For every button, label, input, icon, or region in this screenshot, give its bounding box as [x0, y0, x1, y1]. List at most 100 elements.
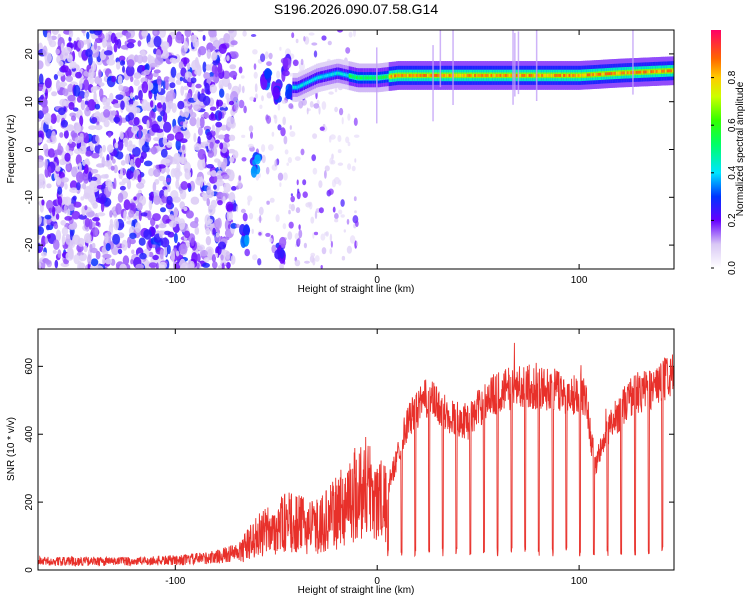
heatmap-ridge-cell: [468, 74, 472, 77]
heatmap-cell: [192, 38, 200, 48]
heatmap-cell: [125, 65, 135, 77]
heatmap-cell: [212, 60, 221, 66]
heatmap-ridge-cell: [534, 74, 538, 77]
heatmap-cell: [103, 109, 111, 118]
heatmap-cell: [125, 32, 132, 38]
heatmap-cell: [90, 143, 94, 151]
heatmap-cell: [69, 61, 77, 69]
heatmap-cell: [86, 106, 90, 112]
heatmap-ridge-cell: [365, 76, 369, 80]
heatmap-cell: [266, 200, 270, 205]
heatmap-cell: [271, 244, 277, 254]
heatmap-cell: [191, 59, 200, 71]
heatmap-cell: [110, 223, 114, 229]
heatmap-ridge-cell: [356, 76, 359, 79]
heatmap-cell: [269, 197, 275, 203]
heatmap-ridge-cell: [648, 70, 652, 74]
heatmap-cell: [66, 164, 71, 171]
heatmap-cell: [123, 96, 131, 102]
heatmap-cell: [261, 154, 266, 164]
heatmap-cell: [65, 75, 74, 83]
heatmap-cell: [198, 244, 205, 252]
heatmap-cell: [212, 261, 218, 269]
heatmap-cell: [211, 124, 215, 132]
heatmap-cell: [311, 42, 318, 46]
heatmap-cell: [119, 185, 126, 191]
heatmap-cell: [72, 195, 77, 201]
heatmap-ridge-cell: [314, 77, 318, 81]
heatmap-cell: [119, 263, 127, 269]
heatmap-ridge-cell: [623, 71, 627, 75]
heatmap-cell: [45, 260, 51, 265]
snr-ylabel: SNR (10 * v/v): [6, 417, 17, 481]
heatmap-cell: [140, 50, 146, 57]
heatmap-cell: [44, 158, 48, 170]
heatmap-cell: [68, 139, 73, 144]
heatmap-ridge-cell: [470, 74, 474, 77]
heatmap-ridge-cell: [528, 74, 532, 77]
heatmap-ridge-cell: [397, 74, 401, 77]
heatmap-cell: [353, 117, 358, 127]
heatmap-cell: [194, 226, 200, 235]
heatmap-cell: [178, 218, 186, 230]
heatmap-cell: [217, 241, 226, 250]
heatmap-cell: [92, 86, 101, 91]
heatmap-ridge-cell: [672, 69, 674, 73]
heatmap-cell: [79, 254, 84, 262]
heatmap-cell: [90, 169, 99, 174]
heatmap-cell: [94, 76, 103, 85]
heatmap-cell: [110, 32, 116, 44]
heatmap-cell: [221, 174, 230, 180]
heatmap-cell: [341, 255, 346, 261]
heatmap-cell: [47, 148, 56, 158]
heatmap-ridge-cell: [624, 71, 628, 75]
heatmap-ridge-cell: [643, 70, 647, 74]
heatmap-ridge-cell: [530, 74, 534, 77]
heatmap-cell: [54, 149, 63, 156]
heatmap-cell: [238, 99, 245, 109]
heatmap-cell: [113, 43, 118, 53]
heatmap-cell: [205, 189, 215, 198]
heatmap-cell: [66, 54, 73, 63]
heatmap-cell: [247, 143, 254, 148]
heatmap-cell: [202, 61, 207, 73]
heatmap-cell: [328, 91, 334, 95]
heatmap-ridge-cell: [592, 73, 596, 77]
heatmap-cell: [210, 170, 217, 177]
heatmap-ridge-cell: [655, 70, 659, 73]
heatmap-cell: [265, 166, 270, 175]
heatmap-ridge-cell: [666, 69, 670, 73]
heatmap-cell: [157, 115, 163, 122]
heatmap-ridge-cell: [457, 74, 461, 77]
heatmap-cell: [226, 210, 233, 222]
heatmap-cell: [208, 45, 216, 51]
heatmap-cell: [158, 230, 164, 239]
heatmap-cell: [230, 40, 238, 46]
heatmap-ridge-cell: [326, 73, 330, 77]
heatmap-cell: [220, 124, 228, 131]
heatmap-cell: [71, 71, 77, 78]
heatmap-ridge-cell: [368, 76, 372, 80]
heatmap-cell: [223, 182, 231, 193]
heatmap-cell: [277, 103, 281, 111]
heatmap-cell: [241, 157, 247, 162]
heatmap-cell: [173, 232, 178, 244]
heatmap-cell: [220, 254, 224, 261]
heatmap-cell: [109, 210, 113, 218]
heatmap-cell: [165, 167, 171, 173]
heatmap-cell: [329, 248, 333, 255]
heatmap-cell: [258, 232, 262, 236]
heatmap-cell: [115, 151, 124, 160]
heatmap-cell: [279, 262, 284, 269]
heatmap-ridge-cell: [604, 72, 608, 76]
heatmap-cell: [280, 127, 286, 137]
heatmap-cell: [94, 103, 101, 110]
heatmap-cell: [97, 212, 106, 217]
heatmap-cell: [160, 237, 170, 248]
heatmap-cell: [63, 46, 72, 53]
heatmap-cell: [60, 119, 68, 128]
heatmap-cell: [38, 214, 42, 226]
heatmap-cell: [144, 63, 150, 72]
heatmap-cell: [55, 213, 60, 220]
